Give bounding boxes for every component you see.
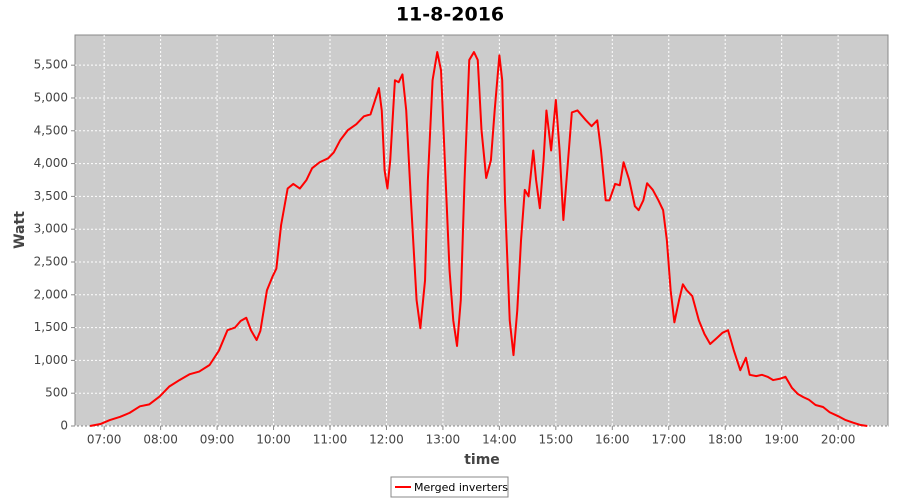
y-tick-label: 500 [45,386,68,400]
x-axis-label: time [464,452,500,468]
y-tick-label: 5,000 [34,90,68,104]
x-tick-label: 11:00 [313,433,348,447]
legend: Merged inverters [390,476,509,498]
x-tick-label: 10:00 [256,433,291,447]
x-tick-label: 07:00 [87,433,122,447]
x-tick-label: 15:00 [539,433,574,447]
y-tick-label: 0 [60,419,68,433]
y-tick-label: 2,000 [34,287,68,301]
y-tick-label: 2,500 [34,254,68,268]
x-tick-label: 16:00 [595,433,630,447]
y-axis-label: Watt [12,211,28,249]
plot-area [74,34,889,427]
x-tick-label: 14:00 [482,433,517,447]
y-tick-label: 1,500 [34,320,68,334]
y-tick-label: 3,500 [34,189,68,203]
chart-title: 11-8-2016 [396,4,504,26]
x-tick-label: 17:00 [651,433,686,447]
y-tick-label: 1,000 [34,353,68,367]
x-tick-label: 12:00 [369,433,404,447]
x-tick-label: 20:00 [821,433,856,447]
x-tick-label: 13:00 [426,433,461,447]
x-tick-label: 08:00 [143,433,178,447]
y-tick-label: 4,500 [34,123,68,137]
y-tick-label: 3,000 [34,222,68,236]
x-tick-label: 18:00 [708,433,743,447]
legend-label: Merged inverters [414,481,508,494]
x-tick-label: 09:00 [200,433,235,447]
legend-box [390,476,509,498]
data-line [89,51,868,427]
y-tick-label: 4,000 [34,156,68,170]
y-tick-label: 5,500 [34,58,68,72]
x-tick-label: 19:00 [764,433,799,447]
